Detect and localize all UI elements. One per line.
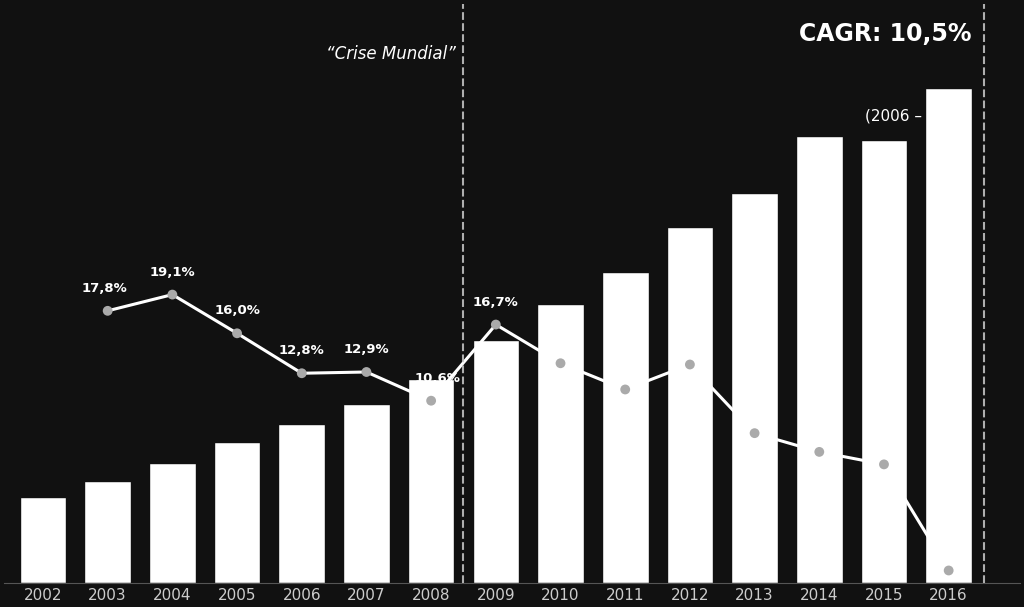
- Point: [552, 358, 568, 368]
- Point: [617, 385, 634, 395]
- Text: “Crise Mundial”: “Crise Mundial”: [326, 45, 456, 63]
- Bar: [408, 379, 455, 583]
- Bar: [150, 463, 196, 583]
- Point: [294, 368, 310, 378]
- Text: CAGR: 10,5%: CAGR: 10,5%: [799, 21, 972, 46]
- Point: [358, 367, 375, 377]
- Point: [876, 459, 892, 469]
- Text: 10,6%: 10,6%: [415, 372, 461, 385]
- Text: 16,7%: 16,7%: [473, 296, 519, 309]
- Point: [487, 320, 504, 330]
- Bar: [667, 226, 713, 583]
- Point: [940, 566, 956, 575]
- Bar: [472, 340, 519, 583]
- Bar: [796, 136, 843, 583]
- Point: [99, 306, 116, 316]
- Bar: [602, 272, 648, 583]
- Point: [811, 447, 827, 456]
- Bar: [19, 497, 67, 583]
- Bar: [538, 304, 584, 583]
- Bar: [214, 443, 260, 583]
- Point: [746, 429, 763, 438]
- Bar: [343, 404, 390, 583]
- Point: [229, 328, 246, 338]
- Text: 12,8%: 12,8%: [279, 344, 325, 358]
- Text: 19,1%: 19,1%: [150, 266, 196, 279]
- Bar: [279, 424, 325, 583]
- Point: [164, 290, 180, 299]
- Bar: [861, 140, 907, 583]
- Bar: [731, 192, 778, 583]
- Text: 17,8%: 17,8%: [82, 282, 127, 295]
- Text: 16,0%: 16,0%: [214, 304, 260, 317]
- Bar: [84, 481, 131, 583]
- Text: 13,6%: 13,6%: [538, 334, 584, 347]
- Bar: [926, 88, 972, 583]
- Text: (2006 – 2016): (2006 – 2016): [865, 109, 972, 123]
- Text: 12,9%: 12,9%: [344, 343, 389, 356]
- Point: [423, 396, 439, 405]
- Point: [682, 359, 698, 369]
